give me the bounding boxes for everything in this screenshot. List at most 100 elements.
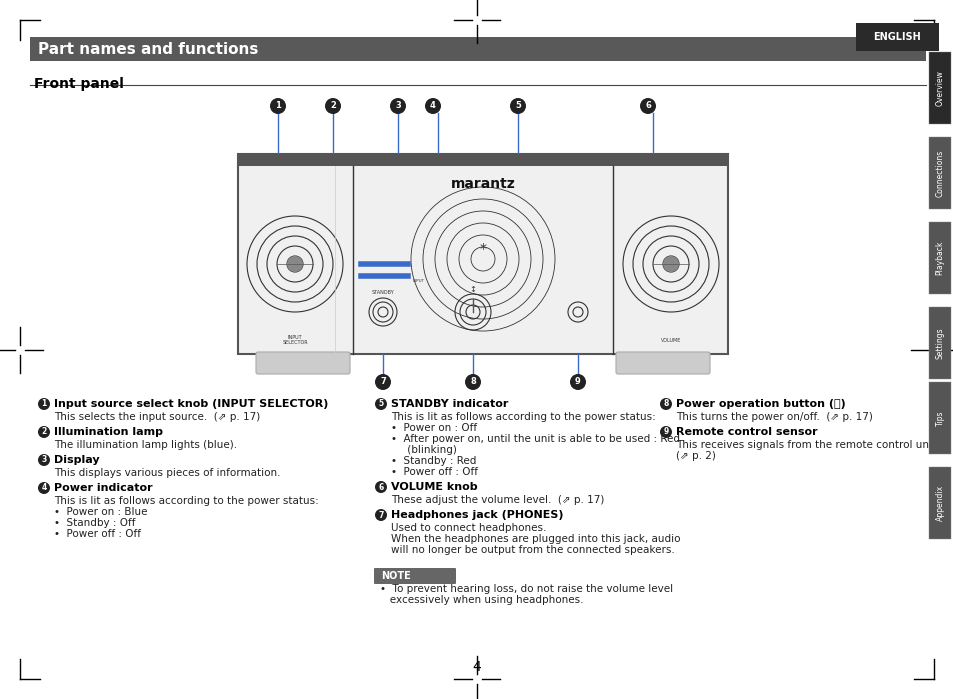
Text: These adjust the volume level.  (⇗ p. 17): These adjust the volume level. (⇗ p. 17) <box>391 495 604 505</box>
Circle shape <box>424 98 440 114</box>
Text: When the headphones are plugged into this jack, audio: When the headphones are plugged into thi… <box>391 534 679 544</box>
Text: 8: 8 <box>470 377 476 387</box>
Text: ENGLISH: ENGLISH <box>873 32 921 42</box>
Circle shape <box>38 454 50 466</box>
Text: 4: 4 <box>430 101 436 110</box>
Text: 2: 2 <box>330 101 335 110</box>
FancyBboxPatch shape <box>928 52 950 124</box>
Circle shape <box>639 98 656 114</box>
Text: 7: 7 <box>378 510 383 519</box>
FancyBboxPatch shape <box>928 467 950 539</box>
Text: 5: 5 <box>378 400 383 408</box>
Text: INPUT: INPUT <box>413 279 425 283</box>
Text: 5: 5 <box>515 101 520 110</box>
FancyBboxPatch shape <box>237 154 727 166</box>
Text: Input source select knob (INPUT SELECTOR): Input source select knob (INPUT SELECTOR… <box>54 399 328 409</box>
Text: *: * <box>479 242 486 256</box>
Circle shape <box>375 481 387 493</box>
Text: 1: 1 <box>274 101 280 110</box>
Circle shape <box>38 482 50 494</box>
FancyBboxPatch shape <box>237 154 727 354</box>
Text: 6: 6 <box>644 101 650 110</box>
Text: Remote control sensor: Remote control sensor <box>676 427 817 437</box>
Text: VOLUME: VOLUME <box>660 338 680 343</box>
Text: 2: 2 <box>41 428 47 436</box>
FancyBboxPatch shape <box>616 352 709 374</box>
Text: INPUT
SELECTOR: INPUT SELECTOR <box>282 335 308 345</box>
Text: STANDBY: STANDBY <box>372 289 394 294</box>
Text: 7: 7 <box>379 377 385 387</box>
Text: 9: 9 <box>662 428 668 436</box>
Text: Display: Display <box>54 455 99 465</box>
Text: (blinking): (blinking) <box>391 445 456 455</box>
FancyBboxPatch shape <box>374 568 456 584</box>
Text: Illumination lamp: Illumination lamp <box>54 427 163 437</box>
Circle shape <box>464 374 480 390</box>
Circle shape <box>662 256 679 272</box>
Text: This displays various pieces of information.: This displays various pieces of informat… <box>54 468 280 478</box>
Circle shape <box>287 256 303 272</box>
Text: •  Standby : Off: • Standby : Off <box>54 518 135 528</box>
Text: This is lit as follows according to the power status:: This is lit as follows according to the … <box>54 496 318 506</box>
Text: This turns the power on/off.  (⇗ p. 17): This turns the power on/off. (⇗ p. 17) <box>676 412 872 422</box>
Text: Appendix: Appendix <box>935 485 943 521</box>
Text: Front panel: Front panel <box>34 77 124 91</box>
Circle shape <box>325 98 340 114</box>
Text: STANDBY indicator: STANDBY indicator <box>391 399 508 409</box>
Text: 4: 4 <box>41 484 47 493</box>
Text: This selects the input source.  (⇗ p. 17): This selects the input source. (⇗ p. 17) <box>54 412 260 422</box>
Text: ↕: ↕ <box>469 284 476 294</box>
Text: Tips: Tips <box>935 410 943 426</box>
Text: •  After power on, until the unit is able to be used : Red: • After power on, until the unit is able… <box>391 434 679 444</box>
FancyBboxPatch shape <box>855 23 938 51</box>
Text: Power indicator: Power indicator <box>54 483 152 493</box>
FancyBboxPatch shape <box>30 37 925 61</box>
Circle shape <box>569 374 585 390</box>
Text: VOLUME knob: VOLUME knob <box>391 482 477 492</box>
Text: 6: 6 <box>378 482 383 491</box>
Text: Power operation button (⏻): Power operation button (⏻) <box>676 399 845 409</box>
Text: •  Power on : Off: • Power on : Off <box>391 423 476 433</box>
Text: NOTE: NOTE <box>380 571 411 581</box>
Text: This receives signals from the remote control unit.: This receives signals from the remote co… <box>676 440 939 450</box>
Circle shape <box>659 398 671 410</box>
Text: marantz: marantz <box>450 177 515 191</box>
Circle shape <box>270 98 286 114</box>
Circle shape <box>375 374 391 390</box>
Text: 4: 4 <box>472 660 481 674</box>
Text: Used to connect headphones.: Used to connect headphones. <box>391 523 546 533</box>
FancyBboxPatch shape <box>928 382 950 454</box>
Text: •  Standby : Red: • Standby : Red <box>391 456 476 466</box>
Text: excessively when using headphones.: excessively when using headphones. <box>379 595 583 605</box>
Text: Connections: Connections <box>935 150 943 196</box>
Text: Overview: Overview <box>935 70 943 106</box>
Text: •  To prevent hearing loss, do not raise the volume level: • To prevent hearing loss, do not raise … <box>379 584 673 594</box>
Circle shape <box>659 426 671 438</box>
Circle shape <box>38 426 50 438</box>
Circle shape <box>390 98 406 114</box>
Text: Part names and functions: Part names and functions <box>38 41 258 57</box>
Text: Playback: Playback <box>935 241 943 275</box>
Text: •  Power off : Off: • Power off : Off <box>391 467 477 477</box>
Text: The illumination lamp lights (blue).: The illumination lamp lights (blue). <box>54 440 237 450</box>
FancyBboxPatch shape <box>928 222 950 294</box>
Text: This is lit as follows according to the power status:: This is lit as follows according to the … <box>391 412 655 422</box>
FancyBboxPatch shape <box>928 137 950 209</box>
Text: (⇗ p. 2): (⇗ p. 2) <box>676 451 715 461</box>
Text: 1: 1 <box>41 400 47 408</box>
FancyBboxPatch shape <box>255 352 350 374</box>
Circle shape <box>375 398 387 410</box>
Text: •  Power on : Blue: • Power on : Blue <box>54 507 148 517</box>
Text: 3: 3 <box>395 101 400 110</box>
Text: 3: 3 <box>41 456 47 465</box>
Circle shape <box>38 398 50 410</box>
Text: Headphones jack (PHONES): Headphones jack (PHONES) <box>391 510 563 520</box>
FancyBboxPatch shape <box>928 307 950 379</box>
Circle shape <box>510 98 525 114</box>
Text: •  Power off : Off: • Power off : Off <box>54 529 141 539</box>
Text: 9: 9 <box>575 377 580 387</box>
Text: Settings: Settings <box>935 327 943 359</box>
Text: will no longer be output from the connected speakers.: will no longer be output from the connec… <box>391 545 674 555</box>
Circle shape <box>375 509 387 521</box>
Text: 8: 8 <box>662 400 668 408</box>
